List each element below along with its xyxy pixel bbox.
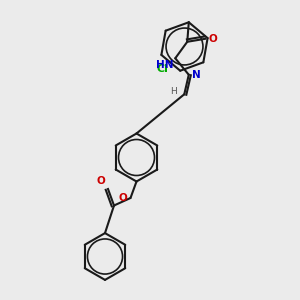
Text: O: O	[97, 176, 106, 186]
Text: H: H	[170, 87, 177, 96]
Text: O: O	[209, 34, 218, 44]
Text: HN: HN	[156, 60, 174, 70]
Text: N: N	[192, 70, 200, 80]
Text: Cl: Cl	[156, 64, 168, 74]
Text: O: O	[118, 193, 127, 203]
